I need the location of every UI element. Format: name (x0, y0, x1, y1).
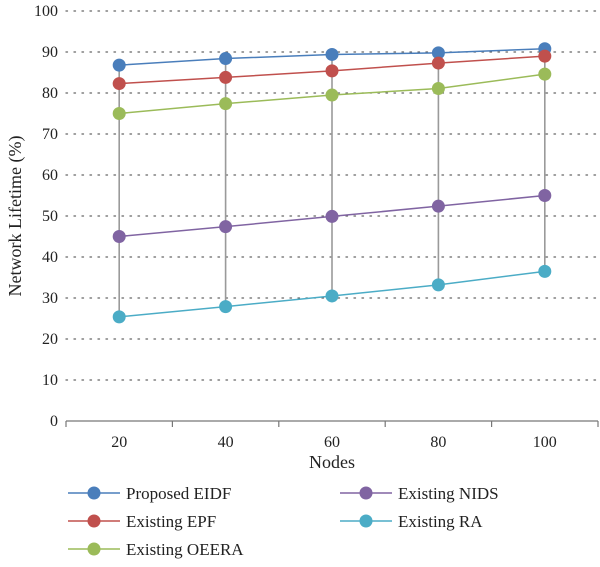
series-layer (112, 42, 552, 324)
y-tick-label: 10 (42, 372, 58, 389)
legend-marker (359, 514, 373, 528)
legend-marker (87, 514, 101, 528)
legend-marker (87, 486, 101, 500)
data-point (538, 67, 552, 81)
data-point (431, 199, 445, 213)
label-layer: Network Lifetime (%) Nodes (5, 136, 355, 472)
data-point (112, 230, 126, 243)
y-axis-title: Network Lifetime (%) (5, 136, 26, 297)
y-tick-label: 70 (42, 126, 58, 143)
data-point (538, 189, 552, 202)
legend: Proposed EIDF Existing EPF Existing OEERA E… (68, 484, 499, 559)
series-existing-nids (112, 189, 552, 243)
series-proposed-eidf (112, 42, 552, 72)
axis-layer: 0 10 20 30 40 50 60 70 80 90 100 20 40 60 80 100 (34, 3, 599, 451)
data-point (325, 88, 339, 102)
data-point (431, 56, 445, 70)
legend-item: Existing RA (340, 512, 483, 531)
data-point (431, 46, 445, 60)
legend-label: Existing RA (398, 512, 483, 531)
data-point (219, 220, 233, 234)
legend-item: Existing EPF (68, 512, 216, 531)
data-point (112, 107, 126, 120)
y-tick-label: 90 (42, 44, 58, 61)
data-point (219, 70, 233, 84)
y-tick-label: 80 (42, 85, 58, 102)
x-tick-label: 80 (430, 434, 446, 451)
legend-item: Existing NIDS (340, 484, 499, 503)
y-tick-label: 50 (42, 208, 58, 225)
series-existing-oeera (112, 67, 552, 120)
data-point (112, 58, 126, 72)
data-point (325, 209, 339, 223)
x-tick-label: 20 (111, 434, 127, 451)
legend-label: Existing OEERA (126, 540, 244, 559)
y-tick-label: 60 (42, 167, 58, 184)
data-point (431, 81, 445, 95)
x-tick-label: 40 (218, 434, 234, 451)
data-point (325, 47, 339, 61)
data-point (112, 310, 126, 324)
data-point (219, 97, 233, 111)
data-point (219, 52, 233, 66)
data-point (538, 264, 552, 278)
legend-label: Existing NIDS (398, 484, 499, 503)
x-tick-label: 100 (533, 434, 557, 451)
y-tick-label: 100 (34, 3, 58, 20)
y-tick-label: 30 (42, 290, 58, 307)
data-point (325, 289, 339, 303)
series-existing-epf (112, 49, 552, 91)
x-tick-label: 60 (324, 434, 340, 451)
legend-marker (87, 542, 101, 556)
legend-marker (359, 486, 373, 500)
legend-label: Existing EPF (126, 512, 216, 531)
y-tick-label: 40 (42, 249, 58, 266)
data-point (431, 278, 445, 292)
series-existing-ra (112, 264, 552, 324)
y-tick-label: 20 (42, 331, 58, 348)
data-point (112, 77, 126, 91)
legend-item: Proposed EIDF (68, 484, 231, 503)
legend-item: Existing OEERA (68, 540, 244, 559)
x-axis-title: Nodes (309, 452, 355, 472)
legend-label: Proposed EIDF (126, 484, 231, 503)
data-point (219, 300, 233, 314)
y-tick-label: 0 (50, 413, 58, 430)
data-point (325, 64, 339, 78)
data-point (538, 49, 552, 63)
